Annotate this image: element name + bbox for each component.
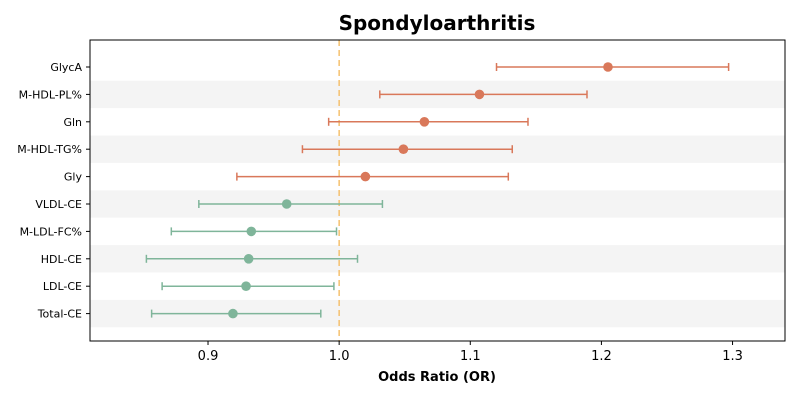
y-tick-label: VLDL-CE — [35, 198, 82, 211]
or-point — [398, 144, 409, 154]
y-tick-label: Total-CE — [37, 308, 82, 321]
y-tick-label: LDL-CE — [43, 280, 82, 293]
or-point — [474, 89, 485, 100]
or-point — [241, 281, 251, 292]
row-stripes — [90, 80, 785, 328]
x-axis: 0.9 1.0 1.1 1.2 1.3 — [198, 341, 743, 364]
plot-marks — [145, 62, 730, 319]
y-tick-label: M-LDL-FC% — [20, 225, 82, 238]
y-tick-label: HDL-CE — [41, 253, 82, 266]
or-point — [419, 117, 430, 127]
y-axis: GlycA M-HDL-PL% Gln M-HDL-TG% Gly VLDL-CE M-LD… — [17, 61, 90, 321]
y-tick-label: M-HDL-PL% — [19, 88, 82, 101]
x-tick-label: 1.1 — [460, 349, 481, 364]
x-tick-label: 1.3 — [722, 349, 743, 364]
or-point — [360, 171, 371, 182]
y-tick-label: GlycA — [50, 61, 82, 74]
x-tick-label: 1.2 — [591, 349, 612, 364]
x-tick-label: 0.9 — [198, 349, 219, 364]
or-point — [281, 199, 292, 209]
or-point — [246, 226, 257, 237]
row-stripe — [90, 190, 785, 218]
or-point — [228, 308, 238, 319]
y-tick-label: Gly — [64, 171, 83, 184]
chart-title: Spondyloarthritis — [339, 11, 536, 35]
x-axis-label: Odds Ratio (OR) — [378, 370, 496, 385]
or-point — [243, 253, 254, 264]
or-point — [603, 62, 613, 72]
y-tick-label: Gln — [63, 116, 82, 129]
y-tick-label: M-HDL-TG% — [17, 143, 82, 156]
x-tick-label: 1.0 — [329, 349, 350, 364]
plot-frame — [89, 39, 786, 342]
